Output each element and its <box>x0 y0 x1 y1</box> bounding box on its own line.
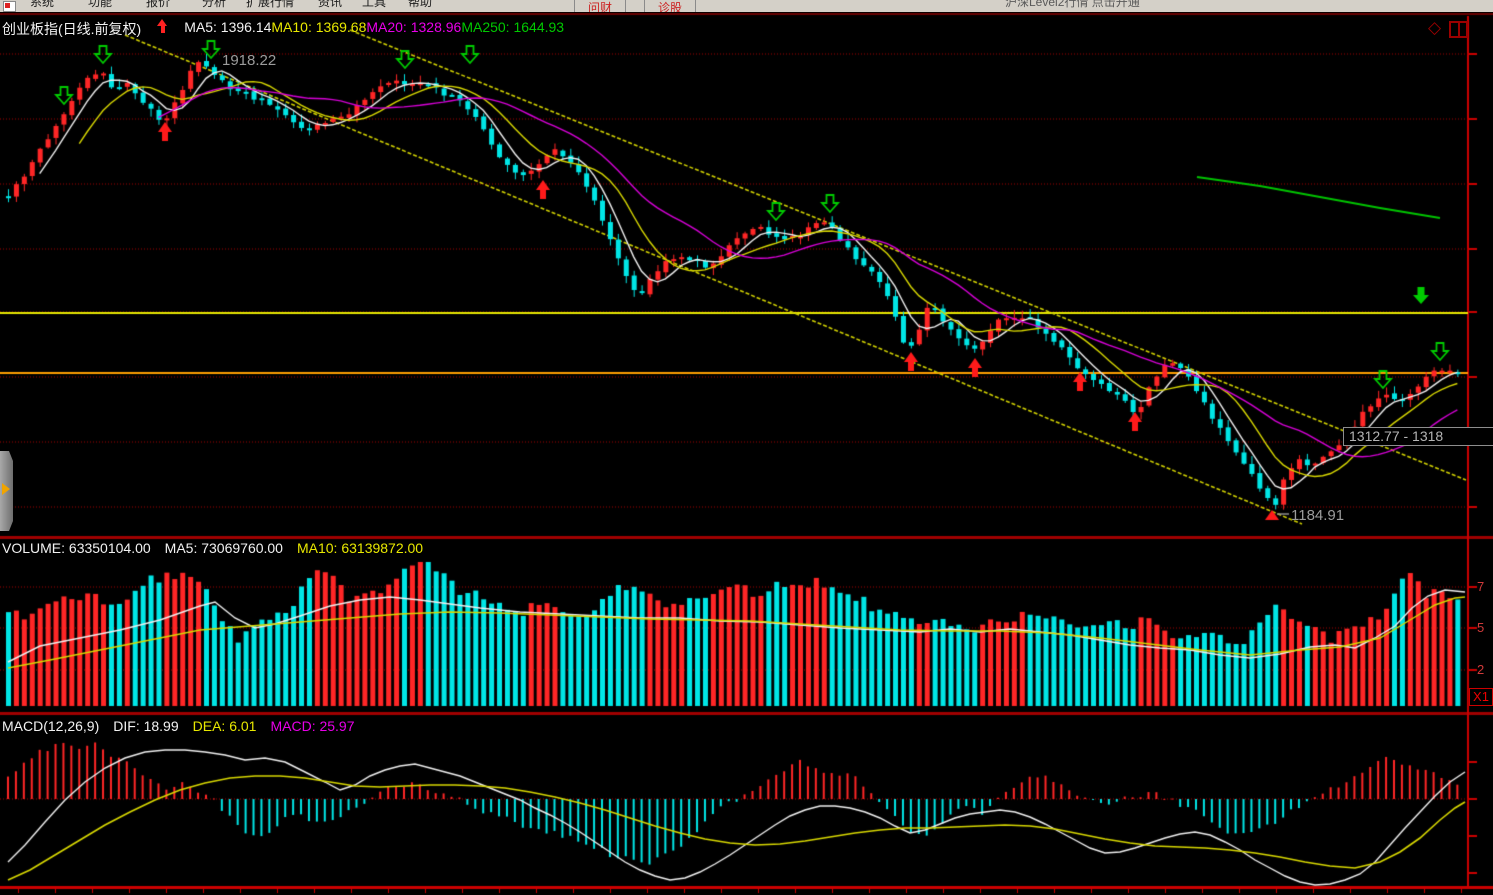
sidebar-flyout-handle[interactable] <box>0 451 13 531</box>
app-icon <box>3 1 16 12</box>
menu-hot-button-2[interactable]: 诊股 <box>644 0 696 12</box>
menu-hot-button-1[interactable]: 问财 <box>574 0 626 12</box>
up-arrow-icon <box>157 19 168 33</box>
period-x1-button[interactable]: X1 <box>1469 688 1493 706</box>
list-item-0: VOLUME: 63350104.00 <box>2 540 151 556</box>
list-item-3: MACD: 25.97 <box>270 718 355 734</box>
list-item-2: MA20: 1328.96 <box>366 19 462 35</box>
menu-item-extended[interactable]: 扩展行情 <box>246 0 295 9</box>
list-item-2: DEA: 6.01 <box>192 718 257 734</box>
ma-value-labels: MA5: 1396.14MA10: 1369.68MA20: 1328.96MA… <box>184 19 564 39</box>
menu-item-help[interactable]: 帮助 <box>408 0 433 9</box>
list-item-1: 5 <box>1477 620 1485 635</box>
list-item-1: DIF: 18.99 <box>113 718 179 734</box>
menu-bar: 系统 功能 报价 分析 扩展行情 资讯 工具 帮助 问财 诊股 沪深Level2行情 点击开通 <box>0 0 1493 12</box>
list-item-2: MA10: 63139872.00 <box>296 540 424 556</box>
instrument-title[interactable]: 创业板指(日线.前复权) <box>2 21 142 37</box>
price-range-tooltip: 1312.77 - 1318 <box>1343 427 1493 446</box>
window-split-icon[interactable] <box>1449 21 1468 38</box>
low-price-label: 1184.91 <box>1291 507 1345 524</box>
menu-item-news[interactable]: 资讯 <box>318 0 343 9</box>
list-item-3: MA250: 1644.93 <box>461 19 565 35</box>
macd-pane-header: MACD(12,26,9) DIF: 18.99 DEA: 6.01 MACD: 25… <box>2 718 355 734</box>
flyout-arrow-icon <box>2 483 10 495</box>
list-item-2: 2 <box>1477 662 1485 677</box>
list-item-1: MA10: 1369.68 <box>271 19 367 35</box>
menu-item-system[interactable]: 系统 <box>30 0 55 9</box>
list-item-0: MACD(12,26,9) <box>2 718 100 734</box>
volume-pane-header: VOLUME: 63350104.00 MA5: 73069760.00 MA10:… <box>2 540 423 556</box>
peak-price-label: 1918.22 <box>222 52 277 69</box>
menu-item-analysis[interactable]: 分析 <box>202 0 227 9</box>
diamond-icon[interactable]: ◇ <box>1428 18 1442 37</box>
list-item-1: MA5: 73069760.00 <box>164 540 283 556</box>
main-pane-header: 创业板指(日线.前复权) MA5: 1396.14MA10: 1369.68MA… <box>2 19 564 39</box>
menu-right-text: 沪深Level2行情 点击开通 <box>1005 0 1140 9</box>
list-item-0: MA5: 1396.14 <box>184 19 272 35</box>
menu-item-tools[interactable]: 工具 <box>362 0 387 9</box>
menu-item-quote[interactable]: 报价 <box>146 0 171 9</box>
list-item-0: 7 <box>1477 579 1485 594</box>
menu-item-function[interactable]: 功能 <box>88 0 113 9</box>
